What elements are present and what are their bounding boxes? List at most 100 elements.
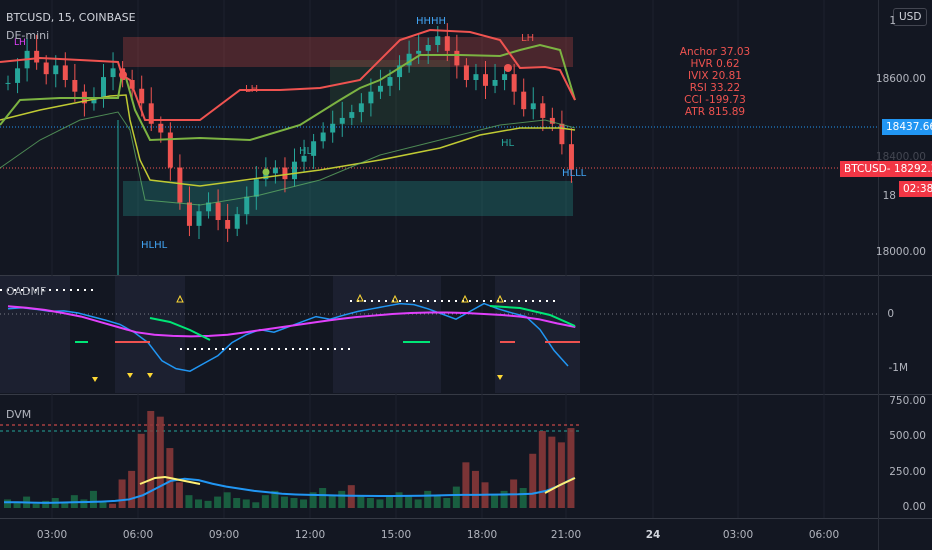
vol-bar-49 bbox=[471, 470, 479, 508]
vol-bar-20 bbox=[195, 499, 202, 508]
candle-body-16 bbox=[158, 123, 164, 133]
vol-bar-55 bbox=[529, 453, 537, 508]
candle-body-1 bbox=[15, 68, 21, 83]
pane-separator-oscillator[interactable] bbox=[0, 394, 932, 395]
candle-body-22 bbox=[215, 202, 221, 221]
osc-up-marker-2 bbox=[391, 294, 399, 303]
vol-avg-line bbox=[4, 477, 575, 504]
vol-bar-43 bbox=[414, 499, 422, 508]
price-tick-18200: 18 bbox=[882, 190, 896, 202]
vol-bar-21 bbox=[204, 500, 212, 508]
grid bbox=[51, 0, 825, 518]
osc-up-marker-3 bbox=[461, 294, 469, 303]
vol-bar-30 bbox=[290, 498, 298, 508]
time-tick-0300: 03:00 bbox=[36, 529, 68, 541]
resistance-zone bbox=[123, 37, 573, 67]
vol-bar-16 bbox=[156, 416, 164, 508]
candle-body-4 bbox=[43, 62, 49, 75]
candle-body-53 bbox=[511, 74, 517, 92]
candle-body-27 bbox=[263, 173, 269, 180]
vol-bar-19 bbox=[185, 495, 193, 508]
time-tick-0900: 09:00 bbox=[208, 529, 240, 541]
vol-bar-23 bbox=[223, 492, 231, 508]
price-tick-18600: 18600.00 bbox=[875, 73, 926, 85]
volume-title[interactable]: DVM bbox=[6, 408, 32, 421]
vol-bar-8 bbox=[80, 499, 88, 508]
countdown-tag: 02:38 bbox=[899, 181, 932, 197]
vol-bar-9 bbox=[89, 490, 97, 508]
vol-bar-27 bbox=[261, 495, 269, 508]
last-price-symbol: BTCUSD bbox=[844, 163, 887, 175]
candle-body-41 bbox=[397, 65, 403, 78]
vol-bar-14 bbox=[137, 433, 145, 508]
vol-bar-45 bbox=[433, 495, 441, 508]
candle-body-57 bbox=[549, 117, 555, 124]
candle-body-3 bbox=[34, 50, 40, 63]
stats-panel: Anchor 37.03 HVR 0.62 IVIX 20.81 RSI 33.… bbox=[640, 46, 790, 118]
vol-tick-750: 750.00 bbox=[889, 395, 926, 407]
candle-body-30 bbox=[292, 161, 297, 180]
candle-body-39 bbox=[377, 85, 383, 92]
label-lh-1: LH bbox=[245, 84, 259, 95]
candle-body-40 bbox=[387, 77, 393, 86]
vol-tick-0: 0.00 bbox=[902, 501, 926, 513]
vol-bar-4 bbox=[42, 500, 50, 508]
label-hlhl: HLHL bbox=[141, 240, 168, 251]
vol-bar-39 bbox=[376, 499, 384, 508]
vol-tick-500: 500.00 bbox=[889, 430, 926, 442]
currency-button[interactable]: USD bbox=[893, 8, 928, 26]
stat-hvr: HVR 0.62 bbox=[690, 58, 740, 70]
osc-green-tail bbox=[489, 305, 576, 327]
candle-body-25 bbox=[244, 196, 250, 215]
indicator-lines bbox=[0, 28, 878, 275]
candle-body-54 bbox=[521, 91, 527, 110]
osc-up-marker-4 bbox=[496, 294, 504, 303]
vol-bar-22 bbox=[214, 496, 222, 508]
candle-body-23 bbox=[225, 220, 231, 229]
vol-bar-25 bbox=[242, 499, 250, 508]
osc-down-marker-1 bbox=[127, 373, 133, 378]
candle-body-17 bbox=[167, 132, 173, 168]
vol-bar-28 bbox=[271, 490, 279, 508]
vol-bar-58 bbox=[557, 442, 565, 508]
vol-bar-56 bbox=[538, 430, 546, 508]
osc-up-marker-0 bbox=[176, 294, 184, 303]
candle-body-14 bbox=[139, 88, 145, 104]
vol-bar-37 bbox=[357, 496, 365, 508]
candle-body-32 bbox=[311, 141, 317, 156]
vol-bar-47 bbox=[452, 486, 460, 508]
vol-bar-10 bbox=[99, 502, 107, 508]
candle-body-11 bbox=[110, 68, 116, 78]
time-tick-0600-next: 06:00 bbox=[808, 529, 840, 541]
label-hhhh: HHHH bbox=[416, 16, 447, 27]
candle-body-0 bbox=[5, 82, 11, 84]
symbol-header[interactable]: BTCUSD, 15, COINBASE bbox=[6, 11, 136, 24]
osc-magenta-line bbox=[7, 305, 576, 338]
time-tick-24: 24 bbox=[645, 529, 661, 541]
ema-green-line bbox=[0, 111, 576, 206]
candle-body-5 bbox=[53, 65, 59, 75]
candle-body-33 bbox=[320, 132, 326, 142]
oscillator-title[interactable]: OADMF bbox=[6, 285, 47, 298]
vol-bar-1 bbox=[13, 502, 21, 508]
vol-bar-6 bbox=[61, 502, 69, 508]
candle-body-48 bbox=[463, 65, 469, 80]
candle-body-46 bbox=[444, 36, 450, 51]
osc-down-marker-2 bbox=[147, 373, 153, 378]
candle-body-37 bbox=[358, 103, 364, 113]
volume-pane bbox=[0, 410, 580, 508]
price-tick-18400: 18400.00 bbox=[875, 151, 926, 163]
candle-body-52 bbox=[502, 74, 508, 80]
last-price-value: 18292.34 bbox=[893, 163, 932, 175]
vol-bar-11 bbox=[109, 503, 117, 508]
candle-body-51 bbox=[492, 80, 498, 86]
time-tick-1200: 12:00 bbox=[294, 529, 326, 541]
line-price-tag[interactable]: 18437.66 bbox=[882, 119, 932, 135]
indicator-name[interactable]: DE-mini bbox=[6, 29, 50, 42]
price-axis-separator bbox=[878, 0, 879, 550]
vol-bar-41 bbox=[395, 492, 403, 508]
last-price-tag[interactable]: BTCUSD- 18292.34 bbox=[840, 161, 932, 177]
vol-bar-40 bbox=[386, 495, 393, 508]
pane-separator-main[interactable] bbox=[0, 275, 932, 276]
